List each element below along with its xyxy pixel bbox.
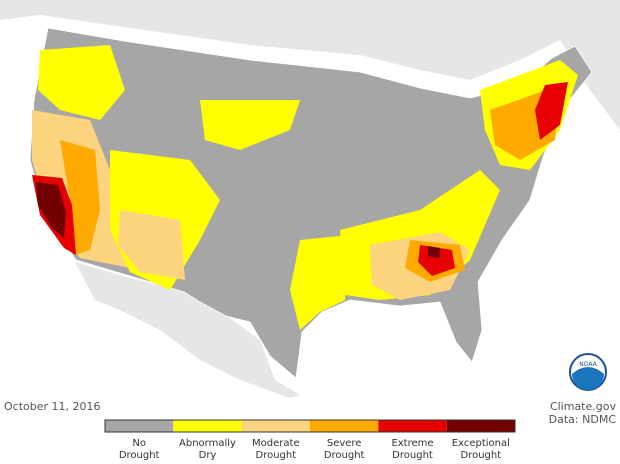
area xyxy=(118,210,185,280)
legend-label: Severe xyxy=(327,438,362,449)
date: October 11, 2016 xyxy=(4,400,101,413)
noaa-logo-wave xyxy=(572,367,604,390)
legend-label: Drought xyxy=(461,450,502,461)
legend-border xyxy=(104,419,516,433)
legend: NoDroughtAbnormallyDryModerateDroughtSev… xyxy=(104,419,516,461)
legend-swatch xyxy=(378,420,447,432)
mexico xyxy=(75,262,300,398)
area xyxy=(60,140,100,255)
legend-swatch xyxy=(241,420,310,432)
legend-label: Moderate xyxy=(252,438,300,449)
data-credit: Data: NDMC xyxy=(549,413,617,426)
legend-swatch xyxy=(105,420,174,432)
legend-label: Drought xyxy=(256,450,297,461)
canada xyxy=(0,0,620,130)
legend-label: Abnormally xyxy=(179,438,236,449)
logo-text: NOAA xyxy=(579,361,597,368)
legend-label: Dry xyxy=(199,450,217,461)
area xyxy=(418,245,455,276)
area xyxy=(200,100,300,150)
drought-areas xyxy=(32,45,578,330)
legend-label: Extreme xyxy=(391,438,433,449)
legend-label: Drought xyxy=(119,450,160,461)
legend-swatch xyxy=(173,420,242,432)
legend-swatch xyxy=(446,420,515,432)
legend-label: Drought xyxy=(324,450,365,461)
area xyxy=(38,45,125,120)
legend-swatch xyxy=(310,420,379,432)
area xyxy=(290,235,350,330)
legend-label: Drought xyxy=(392,450,433,461)
source: Climate.gov xyxy=(550,400,617,413)
legend-label: No xyxy=(132,438,146,449)
legend-label: Exceptional xyxy=(452,438,510,449)
area xyxy=(535,82,568,140)
area xyxy=(428,246,440,258)
area xyxy=(36,182,66,238)
